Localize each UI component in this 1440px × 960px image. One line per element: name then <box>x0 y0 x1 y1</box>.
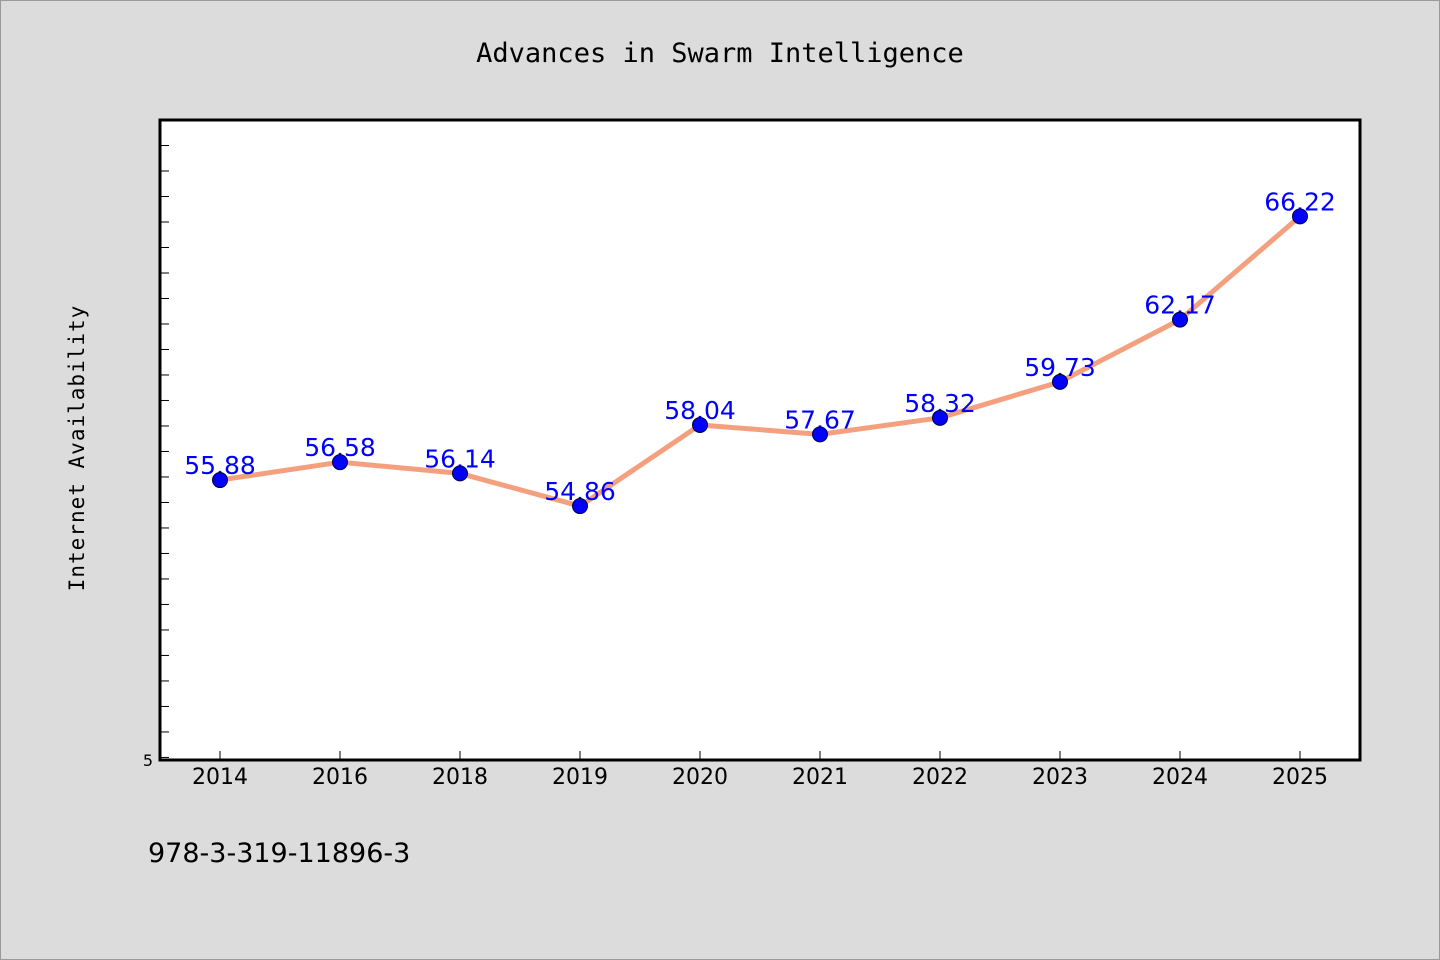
data-point <box>692 416 708 433</box>
x-tick-label: 2014 <box>192 765 248 790</box>
x-tick-label: 2018 <box>432 765 488 790</box>
data-point <box>812 426 828 443</box>
x-tick-label: 2022 <box>912 765 968 790</box>
y-tick-label: 5 <box>143 751 153 770</box>
x-axis-tick-labels: 2014 2016 2018 2019 2020 2021 2022 2023 2024 2025 <box>192 765 1328 790</box>
data-point <box>572 498 588 515</box>
footer-isbn: 978-3-319-11896-3 <box>148 838 410 869</box>
x-tick-label: 2021 <box>792 765 848 790</box>
data-point <box>932 409 948 426</box>
data-point <box>332 454 348 471</box>
x-tick-label: 2025 <box>1272 765 1328 790</box>
chart-title: Advances in Swarm Intelligence <box>476 38 964 69</box>
x-tick-label: 2024 <box>1152 765 1208 790</box>
series-lines <box>217 213 1303 509</box>
data-point <box>212 472 228 489</box>
data-point <box>1172 311 1188 328</box>
series-line <box>217 213 1303 509</box>
data-markers <box>212 208 1308 515</box>
x-tick-label: 2016 <box>312 765 368 790</box>
plot-frame <box>158 118 1362 762</box>
data-point <box>452 465 468 482</box>
plot-area <box>160 120 1360 760</box>
x-tick-label: 2019 <box>552 765 608 790</box>
data-point <box>1052 373 1068 390</box>
y-axis-label: Internet Availability <box>65 305 89 592</box>
x-tick-label: 2023 <box>1032 765 1088 790</box>
x-tick-label: 2020 <box>672 765 728 790</box>
data-point <box>1292 208 1308 225</box>
